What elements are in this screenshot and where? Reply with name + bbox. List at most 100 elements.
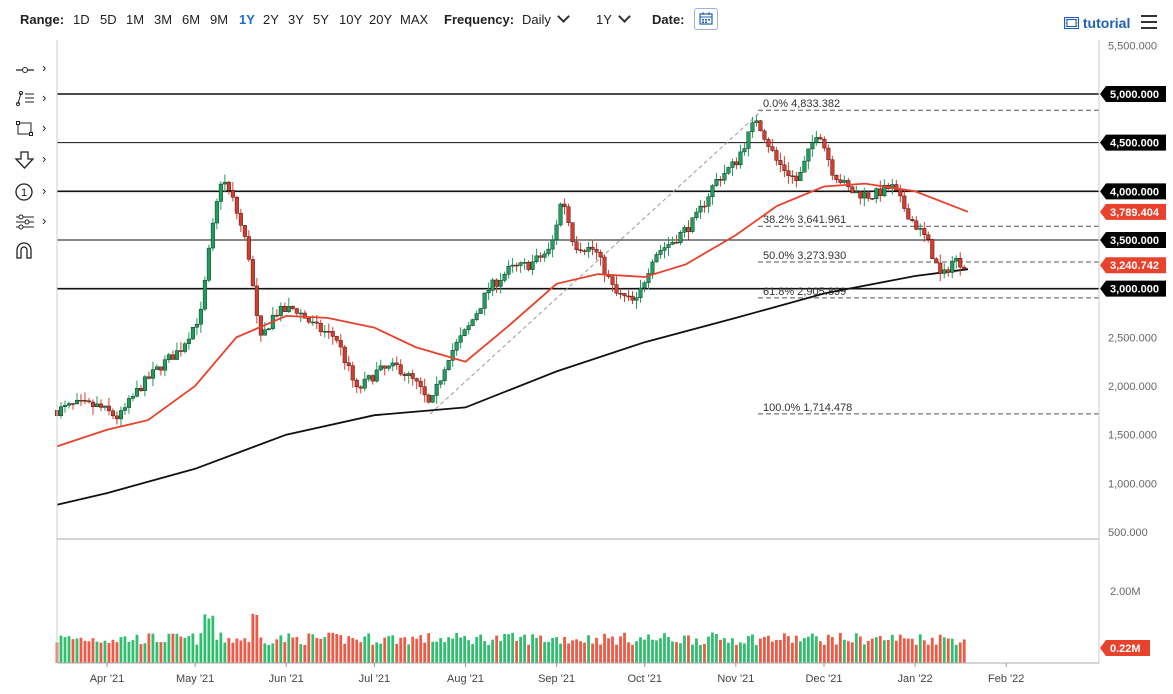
candle-body xyxy=(66,403,71,406)
date-picker-button[interactable] xyxy=(694,8,718,30)
candle-body xyxy=(730,161,735,168)
volume-bar xyxy=(954,644,958,663)
candle-body xyxy=(482,292,487,309)
volume-badge xyxy=(1100,640,1150,656)
candle-body xyxy=(154,366,159,370)
draw-line-icon xyxy=(15,90,34,107)
candle-body xyxy=(550,239,555,250)
volume-bar xyxy=(239,640,243,663)
range-button-1m[interactable]: 1M xyxy=(126,12,145,27)
volume-bar xyxy=(487,644,491,663)
range-button-5y[interactable]: 5Y xyxy=(313,12,329,27)
arrow-tool[interactable]: › xyxy=(12,149,52,173)
candle-body xyxy=(690,217,695,232)
candle-body xyxy=(386,365,391,369)
candle-body xyxy=(746,131,751,149)
price-badge xyxy=(1100,134,1166,151)
fib-level-label: 61.8% 2,905.899 xyxy=(763,286,846,298)
volume-bar xyxy=(655,640,658,663)
volume-bar xyxy=(471,644,475,663)
volume-bar xyxy=(379,643,383,663)
x-tick-label: Dec '21 xyxy=(806,673,843,685)
candle-body xyxy=(606,274,611,277)
rectangle-tool[interactable]: › xyxy=(12,118,52,142)
crosshair-tool[interactable]: › xyxy=(12,58,52,82)
range-button-1d[interactable]: 1D xyxy=(73,12,90,27)
magnet-tool[interactable] xyxy=(12,240,52,264)
candle-body xyxy=(298,312,303,315)
price-badge xyxy=(1100,232,1166,249)
candle-body xyxy=(254,285,259,316)
volume-bar xyxy=(555,637,558,663)
candle-body xyxy=(302,312,307,319)
volume-bar xyxy=(343,643,347,663)
volume-bar xyxy=(475,637,479,663)
range-button-2y[interactable]: 2Y xyxy=(263,12,279,27)
tutorial-link[interactable]: tutorial xyxy=(1064,15,1130,31)
candle-body xyxy=(126,398,131,408)
volume-bar xyxy=(926,644,930,663)
range-button-5d[interactable]: 5D xyxy=(100,12,117,27)
candle-body xyxy=(338,340,343,348)
y-tick-label: 1,000.000 xyxy=(1108,478,1157,490)
volume-bar xyxy=(399,637,403,663)
volume-bar xyxy=(315,637,319,663)
candle-body xyxy=(710,185,715,197)
y-tick-label: 5,500.000 xyxy=(1108,40,1157,52)
volume-bar xyxy=(71,639,75,663)
range-button-6m[interactable]: 6M xyxy=(182,12,201,27)
range-button-20y[interactable]: 20Y xyxy=(369,12,393,27)
volume-bar xyxy=(703,643,706,663)
chevron-right-icon: › xyxy=(42,120,47,135)
annotation-tool[interactable]: 1 › xyxy=(12,181,52,205)
candle-body xyxy=(882,185,887,197)
range-button-max[interactable]: MAX xyxy=(400,12,429,27)
candle-body xyxy=(430,395,435,403)
candle-body xyxy=(702,205,707,208)
volume-bar xyxy=(179,636,183,663)
x-tick-label: Jan '22 xyxy=(898,673,933,685)
range-button-3y[interactable]: 3Y xyxy=(288,12,304,27)
volume-bar xyxy=(798,641,802,663)
range-button-3m[interactable]: 3M xyxy=(154,12,173,27)
candle-body xyxy=(914,220,919,230)
candle-body xyxy=(258,315,263,336)
candle-body xyxy=(122,407,127,411)
menu-icon[interactable] xyxy=(1141,15,1157,33)
volume-bar xyxy=(511,632,515,663)
volume-bar xyxy=(850,642,854,663)
volume-bar xyxy=(171,633,175,663)
volume-bar xyxy=(842,639,846,663)
chevron-right-icon: › xyxy=(42,151,47,166)
period-select[interactable]: 1Y xyxy=(596,10,631,28)
volume-bar xyxy=(523,634,527,663)
candle-body xyxy=(394,362,399,365)
candle-body xyxy=(402,373,407,376)
candle-body xyxy=(614,284,619,294)
volume-bar xyxy=(731,638,734,663)
draw-line-tool[interactable]: › xyxy=(12,88,52,112)
range-button-9m[interactable]: 9M xyxy=(210,12,229,27)
candle-body xyxy=(266,328,271,330)
volume-bar xyxy=(199,633,203,663)
candle-body xyxy=(138,388,143,391)
candle-body xyxy=(698,205,703,213)
y-tick-label: 4,500.000 xyxy=(1108,138,1157,150)
indicator-tool[interactable]: › xyxy=(12,211,52,235)
volume-bar xyxy=(938,634,942,663)
candle-body xyxy=(830,159,835,176)
candle-body xyxy=(426,394,431,403)
volume-tick-label: 2.00M xyxy=(1110,586,1141,598)
candle-body xyxy=(866,192,871,199)
range-button-10y[interactable]: 10Y xyxy=(339,12,363,27)
volume-bar xyxy=(763,636,766,663)
volume-bar xyxy=(603,633,606,663)
volume-bar xyxy=(307,633,311,663)
candle-body xyxy=(622,293,627,297)
volume-bar xyxy=(679,643,682,663)
volume-bar xyxy=(95,641,99,663)
fib-level-label: 100.0% 1,714.478 xyxy=(763,402,852,414)
range-button-1y[interactable]: 1Y xyxy=(239,12,255,27)
candle-body xyxy=(910,219,915,222)
frequency-select[interactable]: Daily xyxy=(522,10,570,28)
